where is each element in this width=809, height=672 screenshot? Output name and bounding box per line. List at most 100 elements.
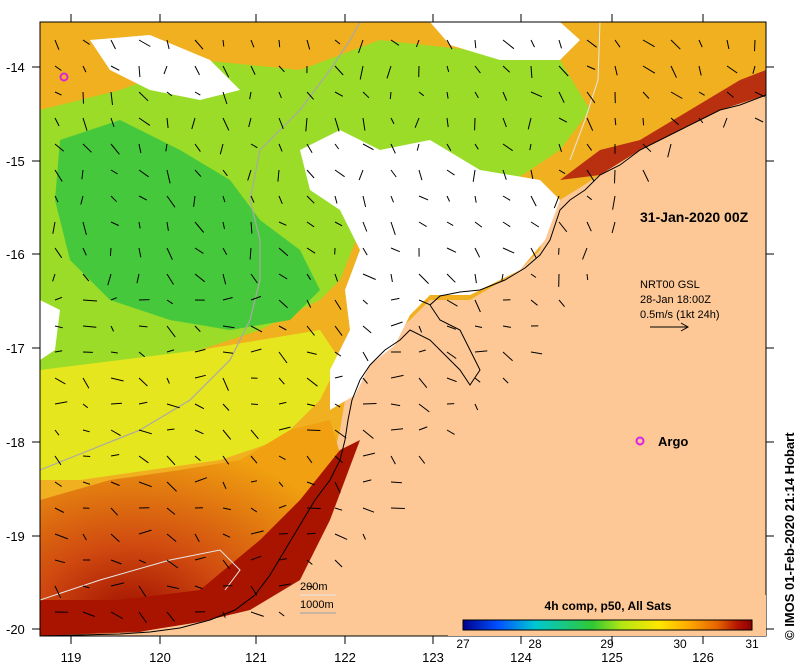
current-vector <box>359 65 364 80</box>
current-vector <box>222 429 232 440</box>
current-vector <box>334 65 344 76</box>
current-vector <box>386 65 392 79</box>
current-vector <box>446 143 452 151</box>
current-vector <box>502 39 515 50</box>
current-vector <box>136 273 140 284</box>
current-vector <box>698 117 704 124</box>
current-vector <box>306 351 317 355</box>
current-vector <box>249 247 252 260</box>
y-tick-label: -20 <box>6 622 25 637</box>
current-vector <box>446 39 453 50</box>
current-vector <box>278 39 281 48</box>
current-vector <box>474 221 483 228</box>
current-vector <box>530 195 537 207</box>
current-vector <box>726 39 730 50</box>
current-vector <box>138 377 148 387</box>
current-vector <box>586 91 596 104</box>
sst-colorbar: 4h comp, p50, All Sats 27 28 29 30 31 <box>448 595 766 651</box>
current-vector <box>54 455 62 466</box>
current-vector <box>222 611 226 618</box>
current-vector <box>362 452 376 457</box>
current-vector <box>248 117 252 128</box>
current-vector <box>138 559 147 564</box>
current-vector <box>362 299 368 305</box>
current-vector <box>306 559 313 565</box>
current-vector <box>614 169 616 184</box>
current-vector <box>54 325 63 329</box>
current-vector <box>390 403 401 407</box>
current-vector <box>306 247 316 254</box>
x-tick-label: 120 <box>149 650 171 665</box>
current-vector <box>138 585 147 597</box>
current-vector <box>446 325 457 330</box>
current-vector <box>726 65 738 74</box>
current-vector <box>138 247 142 258</box>
current-vector <box>222 351 234 354</box>
current-vector <box>334 351 342 357</box>
current-vector <box>446 377 457 383</box>
current-vector <box>194 325 201 332</box>
current-vector <box>250 403 259 405</box>
current-vector <box>278 377 285 385</box>
current-vector <box>415 39 420 48</box>
current-vector <box>138 429 152 435</box>
current-vector <box>530 299 538 306</box>
current-vector <box>670 39 681 50</box>
current-legend-line2: 28-Jan 18:00Z <box>640 294 711 306</box>
x-tick-label: 123 <box>422 650 444 665</box>
depth-legend-1000m: 1000m <box>300 599 334 611</box>
current-vector <box>194 143 201 152</box>
current-vector <box>222 325 235 329</box>
map-date-title: 31-Jan-2020 00Z <box>640 209 749 225</box>
current-legend-line1: NRT00 GSL <box>640 279 700 291</box>
current-vector <box>306 481 315 486</box>
current-vector <box>166 117 169 128</box>
colorbar-gradient <box>462 619 753 631</box>
current-vector <box>110 117 115 128</box>
current-vector <box>166 195 176 208</box>
current-vector <box>194 533 200 542</box>
current-vector <box>166 377 170 384</box>
sst-field-hot-ne <box>560 70 766 180</box>
current-vector <box>138 195 148 201</box>
current-vector <box>446 91 449 99</box>
current-vector <box>138 611 147 623</box>
current-vector <box>250 555 262 561</box>
current-vector <box>166 481 177 492</box>
current-vector <box>82 117 88 131</box>
current-vector <box>502 247 515 254</box>
current-vector <box>501 273 504 281</box>
current-vector <box>110 402 122 405</box>
current-vector <box>530 39 535 48</box>
current-vector <box>194 477 208 483</box>
current-vector <box>82 377 90 389</box>
current-vector <box>54 429 60 436</box>
current-vector <box>530 221 540 228</box>
current-vector <box>166 533 177 542</box>
current-vector <box>611 221 616 234</box>
current-vector <box>250 585 258 596</box>
current-vector <box>166 428 175 431</box>
current-vector <box>586 195 593 201</box>
current-vector <box>752 65 756 74</box>
current-vector <box>334 481 341 494</box>
current-vector <box>138 401 148 405</box>
current-vector <box>306 299 312 308</box>
current-vector <box>110 454 120 457</box>
current-vector <box>82 65 87 73</box>
current-vector <box>194 429 204 435</box>
current-vector <box>642 65 656 74</box>
current-vector <box>582 247 588 260</box>
current-vector <box>138 65 141 78</box>
current-vector <box>306 429 321 431</box>
current-vector <box>362 479 372 483</box>
current-vector <box>334 325 343 336</box>
current-vector <box>334 429 347 439</box>
current-vector <box>530 351 543 355</box>
current-vector <box>82 325 97 328</box>
current-vector <box>474 143 479 150</box>
current-vector <box>250 480 258 483</box>
current-vector <box>110 143 120 155</box>
current-vector <box>250 221 253 234</box>
current-vector <box>529 143 532 151</box>
